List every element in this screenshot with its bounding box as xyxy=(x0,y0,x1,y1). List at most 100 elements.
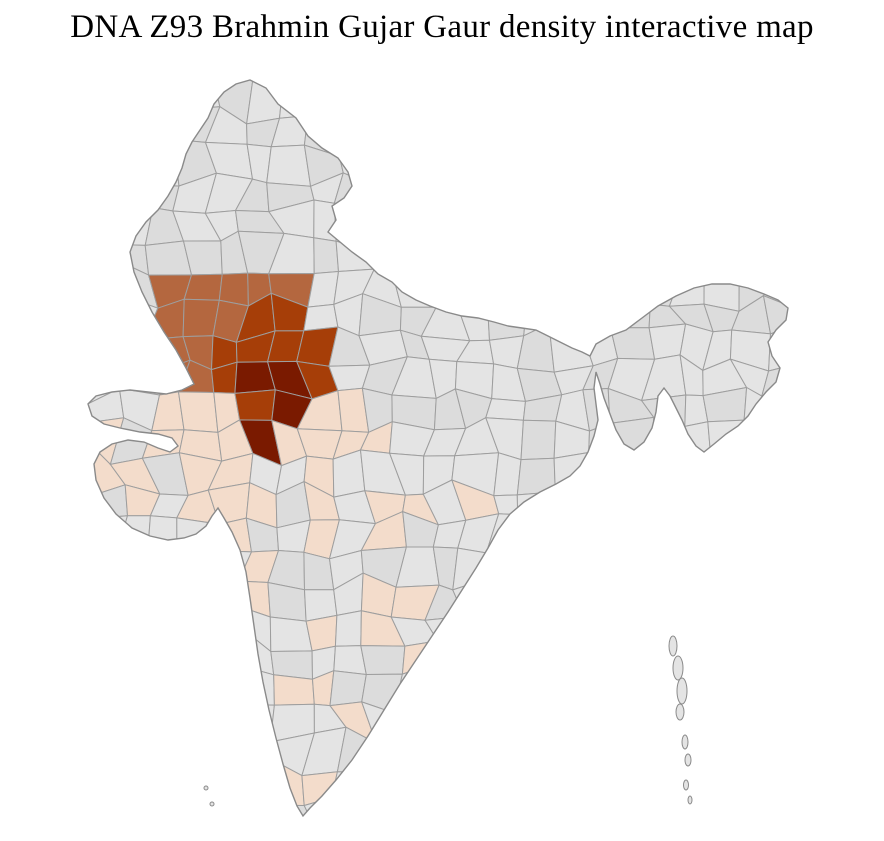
district-cell[interactable] xyxy=(375,741,394,774)
island[interactable] xyxy=(668,635,678,657)
district-cell[interactable] xyxy=(83,174,122,219)
district-cell[interactable] xyxy=(119,765,161,808)
district-cell[interactable] xyxy=(586,261,617,305)
district-cell[interactable] xyxy=(234,389,276,421)
district-cell[interactable] xyxy=(111,137,152,187)
district-cell[interactable] xyxy=(395,115,441,144)
district-cell[interactable] xyxy=(777,734,809,770)
district-cell[interactable] xyxy=(142,758,189,808)
district-cell[interactable] xyxy=(88,323,122,373)
district-cell[interactable] xyxy=(801,670,842,704)
district-cell[interactable] xyxy=(611,261,653,305)
district-cell[interactable] xyxy=(423,198,469,247)
district-cell[interactable] xyxy=(549,203,596,251)
district-cell[interactable] xyxy=(426,238,469,280)
district-cell[interactable] xyxy=(331,56,374,96)
district-cell[interactable] xyxy=(743,386,773,430)
district-cell[interactable] xyxy=(485,398,527,421)
district-cell[interactable] xyxy=(767,141,799,188)
district-cell[interactable] xyxy=(427,699,466,740)
district-cell[interactable] xyxy=(669,739,714,775)
district-cell[interactable] xyxy=(426,262,459,309)
district-cell[interactable] xyxy=(702,837,747,841)
district-cell[interactable] xyxy=(673,793,719,838)
district-cell[interactable] xyxy=(426,826,470,841)
district-cell[interactable] xyxy=(674,604,719,645)
district-cell[interactable] xyxy=(613,137,651,186)
district-cell[interactable] xyxy=(605,792,649,831)
district-cell[interactable] xyxy=(399,799,430,826)
island[interactable] xyxy=(683,779,689,791)
district-cell[interactable] xyxy=(673,456,717,496)
district-cell[interactable] xyxy=(679,240,708,266)
district-cell[interactable] xyxy=(181,758,222,796)
district-cell[interactable] xyxy=(640,59,684,86)
district-cell[interactable] xyxy=(80,603,128,637)
district-cell[interactable] xyxy=(616,106,657,150)
district-cell[interactable] xyxy=(797,79,834,124)
district-cell[interactable] xyxy=(124,113,157,143)
district-cell[interactable] xyxy=(703,239,740,266)
district-cell[interactable] xyxy=(361,204,409,250)
district-cell[interactable] xyxy=(575,79,626,122)
district-cell[interactable] xyxy=(761,47,811,96)
district-cell[interactable] xyxy=(735,461,779,486)
district-cell[interactable] xyxy=(520,641,562,680)
district-cell[interactable] xyxy=(546,303,592,343)
district-cell[interactable] xyxy=(734,479,771,526)
district-cell[interactable] xyxy=(493,797,525,830)
district-cell[interactable] xyxy=(143,725,189,767)
district-cell[interactable] xyxy=(745,544,770,591)
district-cell[interactable] xyxy=(53,238,97,269)
district-cell[interactable] xyxy=(178,574,207,609)
district-cell[interactable] xyxy=(117,634,159,683)
district-cell[interactable] xyxy=(392,263,437,308)
district-cell[interactable] xyxy=(640,172,679,219)
district-cell[interactable] xyxy=(490,697,529,742)
district-cell[interactable] xyxy=(771,669,810,703)
district-cell[interactable] xyxy=(767,174,811,217)
district-cell[interactable] xyxy=(204,574,249,610)
district-cell[interactable] xyxy=(554,483,589,530)
district-cell[interactable] xyxy=(609,327,656,360)
district-cell[interactable] xyxy=(458,51,498,91)
district-cell[interactable] xyxy=(389,699,439,744)
district-cell[interactable] xyxy=(643,237,686,272)
district-cell[interactable] xyxy=(765,519,810,560)
district-cell[interactable] xyxy=(114,725,161,771)
district-cell[interactable] xyxy=(711,610,750,645)
district-cell[interactable] xyxy=(212,665,255,707)
district-cell[interactable] xyxy=(233,794,278,829)
district-cell[interactable] xyxy=(799,479,840,520)
district-cell[interactable] xyxy=(555,518,595,551)
district-cell[interactable] xyxy=(588,422,621,468)
island[interactable] xyxy=(203,785,209,791)
district-cell[interactable] xyxy=(576,137,619,186)
district-cell[interactable] xyxy=(51,144,89,182)
district-cell[interactable] xyxy=(731,700,779,744)
district-cell[interactable] xyxy=(677,836,711,841)
district-cell[interactable] xyxy=(575,483,621,523)
district-cell[interactable] xyxy=(489,574,521,611)
district-cell[interactable] xyxy=(80,634,130,676)
district-cell[interactable] xyxy=(119,794,152,823)
district-cell[interactable] xyxy=(52,422,94,465)
district-cell[interactable] xyxy=(549,584,588,616)
district-cell[interactable] xyxy=(87,515,129,555)
district-cell[interactable] xyxy=(549,171,594,208)
district-cell[interactable] xyxy=(126,674,162,708)
island[interactable] xyxy=(209,801,215,807)
district-cell[interactable] xyxy=(490,678,526,710)
district-cell[interactable] xyxy=(516,457,556,496)
district-cell[interactable] xyxy=(607,730,646,766)
district-cell[interactable] xyxy=(113,703,162,742)
district-cell[interactable] xyxy=(557,137,594,184)
district-cell[interactable] xyxy=(124,575,150,613)
district-cell[interactable] xyxy=(457,239,501,280)
district-cell[interactable] xyxy=(212,824,238,841)
district-cell[interactable] xyxy=(141,644,178,683)
district-cell[interactable] xyxy=(668,263,705,307)
district-cell[interactable] xyxy=(736,93,779,125)
district-cell[interactable] xyxy=(484,79,531,121)
district-cell[interactable] xyxy=(611,579,655,611)
